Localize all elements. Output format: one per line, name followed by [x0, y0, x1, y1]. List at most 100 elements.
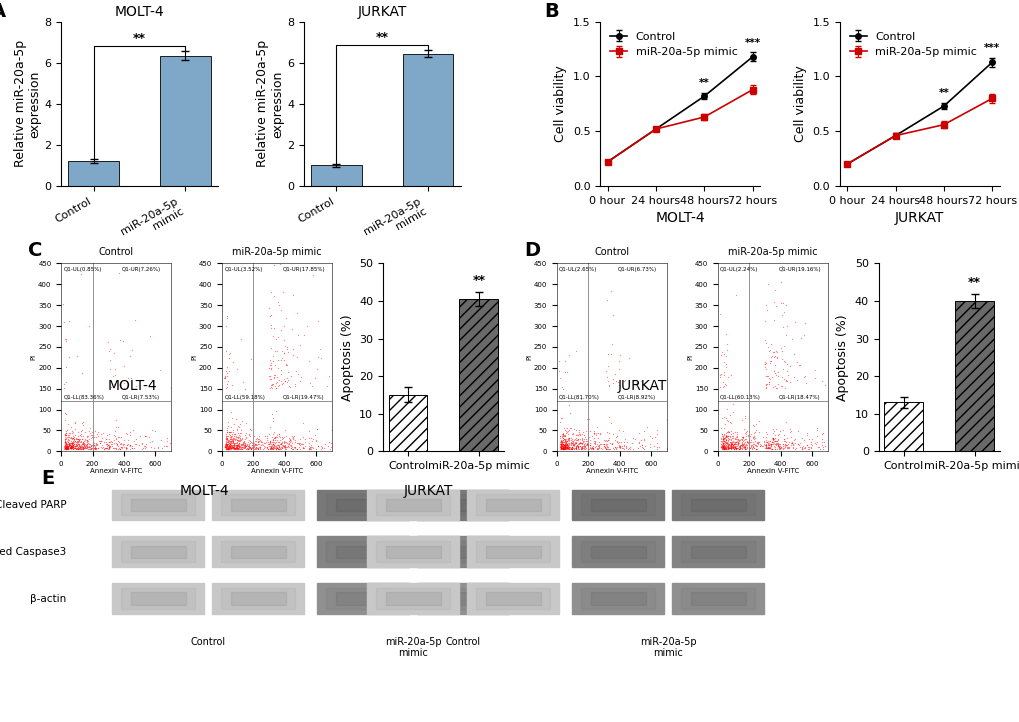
Point — [553, 443, 570, 454]
Point — [228, 441, 245, 453]
Point — [312, 344, 328, 355]
Point — [58, 429, 74, 440]
Point — [280, 438, 297, 450]
Point — [783, 438, 799, 449]
Point — [713, 438, 730, 449]
Point — [636, 435, 652, 446]
Point — [62, 441, 78, 453]
Point — [247, 443, 263, 454]
Point — [744, 440, 760, 452]
Point — [728, 440, 744, 451]
Point — [64, 443, 81, 455]
Point — [224, 440, 240, 451]
Point — [278, 342, 294, 353]
Point — [218, 434, 234, 445]
Point — [721, 440, 738, 452]
Point — [586, 427, 602, 439]
Point — [232, 438, 249, 449]
Point — [225, 424, 242, 435]
Point — [589, 440, 605, 452]
Point — [69, 440, 86, 452]
Point — [555, 440, 572, 451]
Point — [597, 434, 613, 445]
Point — [158, 440, 174, 451]
Point — [562, 438, 579, 449]
Point — [293, 439, 310, 451]
Point — [222, 442, 238, 453]
Point — [225, 432, 242, 444]
Point — [237, 440, 254, 452]
Point — [274, 440, 290, 452]
Point — [71, 435, 88, 446]
Point — [712, 432, 729, 444]
Point — [219, 439, 235, 451]
Point — [62, 440, 78, 452]
Point — [716, 434, 733, 445]
Text: Q1-LL(83.36%): Q1-LL(83.36%) — [63, 395, 104, 400]
Point — [63, 432, 79, 443]
Point — [115, 441, 131, 453]
Point — [73, 443, 90, 455]
Point — [79, 443, 96, 454]
Point — [81, 438, 97, 450]
Point — [555, 429, 572, 440]
Point — [802, 438, 818, 450]
Point — [555, 439, 572, 451]
Point — [714, 440, 731, 452]
Point — [714, 438, 731, 449]
Point — [248, 435, 264, 447]
Point — [648, 443, 664, 454]
Point — [762, 440, 779, 452]
Point — [269, 442, 285, 453]
Point — [265, 415, 281, 427]
Point — [301, 441, 317, 453]
Point — [229, 440, 246, 452]
Point — [327, 442, 343, 453]
Point — [84, 427, 100, 438]
Point — [737, 436, 753, 448]
Point — [270, 441, 286, 453]
Point — [58, 441, 74, 453]
Point — [714, 441, 731, 453]
Point — [276, 441, 292, 453]
Point — [219, 438, 235, 450]
Point — [304, 435, 320, 447]
Point — [607, 442, 624, 453]
Point — [262, 362, 278, 374]
Point — [553, 442, 570, 453]
Point — [808, 425, 824, 436]
Point — [275, 441, 291, 453]
Point — [558, 435, 575, 447]
Point — [266, 439, 282, 451]
Point — [221, 435, 237, 447]
Point — [361, 442, 377, 453]
Point — [230, 435, 247, 446]
Point — [551, 441, 568, 453]
Point — [297, 436, 313, 448]
Point — [781, 426, 797, 438]
Point — [265, 443, 281, 454]
Point — [598, 438, 614, 450]
Point — [795, 440, 811, 451]
Point — [219, 443, 235, 454]
Point — [554, 443, 571, 455]
Point — [233, 443, 250, 454]
Point — [235, 438, 252, 449]
Point — [345, 436, 362, 448]
Point — [769, 438, 786, 450]
Point — [282, 433, 299, 445]
Point — [728, 436, 744, 448]
Point — [285, 441, 302, 453]
Point — [217, 438, 233, 450]
Point — [718, 442, 735, 453]
Point — [717, 435, 734, 446]
Point — [560, 349, 577, 361]
Point — [104, 440, 120, 452]
Point — [118, 439, 135, 451]
Point — [98, 433, 114, 445]
Point — [226, 442, 243, 453]
Point — [222, 438, 238, 449]
Point — [725, 432, 741, 444]
Point — [231, 442, 248, 453]
Point — [218, 320, 234, 331]
